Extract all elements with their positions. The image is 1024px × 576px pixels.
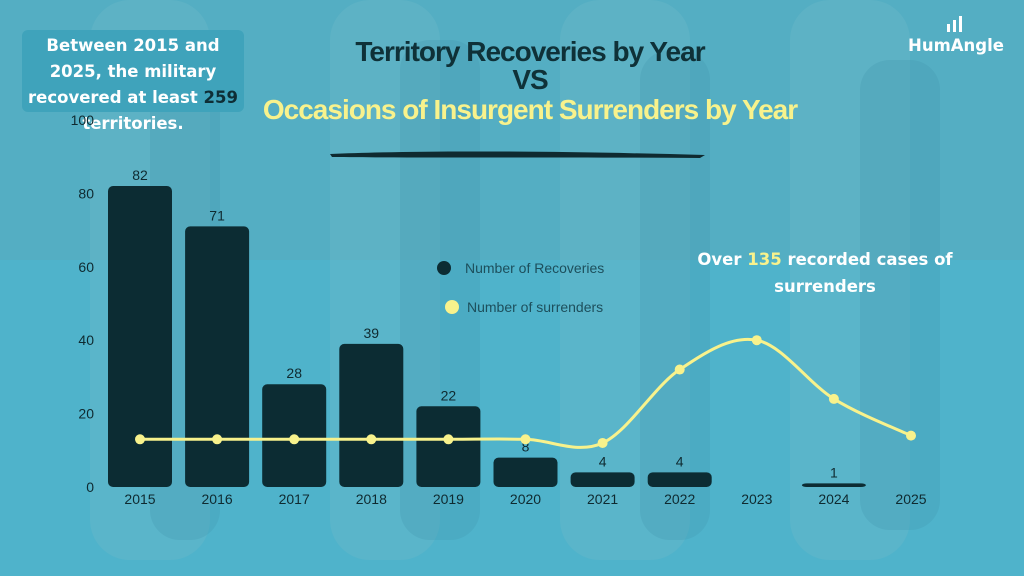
brush-divider [330, 151, 705, 158]
x-tick-label: 2022 [664, 491, 695, 507]
y-tick-label: 40 [78, 332, 94, 348]
annotation-number: 135 [747, 250, 782, 269]
surrenders-point [212, 434, 223, 445]
bar [801, 483, 866, 487]
legend-marker-recoveries [437, 261, 451, 275]
y-axis: 0 20 40 60 80 100 [71, 112, 95, 495]
surrenders-line [139, 337, 912, 449]
annotation-prefix: Over [697, 250, 748, 269]
x-tick-label: 2017 [279, 491, 310, 507]
bar [570, 472, 635, 487]
bar-value-label: 1 [830, 464, 838, 480]
bar-value-label: 28 [286, 365, 302, 381]
y-tick-label: 100 [71, 112, 95, 128]
y-tick-label: 60 [78, 259, 94, 275]
chart-title-line1: Territory Recoveries by Year [355, 36, 705, 67]
surrenders-point [135, 434, 145, 445]
x-tick-label: 2025 [895, 491, 926, 507]
surrenders-point [443, 434, 454, 445]
x-tick-label: 2024 [818, 491, 849, 507]
bar-value-label: 4 [676, 453, 684, 469]
surrender-annotation: Over 135 recorded cases of surrenders [690, 246, 960, 300]
surrenders-point [751, 335, 762, 346]
annotation-suffix: recorded cases of surrenders [774, 250, 953, 296]
legend: Number of Recoveries Number of surrender… [437, 260, 604, 315]
surrenders-point [289, 434, 300, 445]
bar-labels: 82 71 28 39 22 8 4 4 1 [132, 167, 838, 480]
callout-text: Between 2015 and 2025, the military reco… [22, 33, 244, 137]
bar [416, 406, 481, 487]
x-tick-label: 2023 [741, 491, 772, 507]
x-tick-label: 2016 [202, 491, 233, 507]
bar-value-label: 82 [132, 167, 148, 183]
legend-marker-surrenders [445, 300, 459, 314]
surrenders-point [520, 434, 531, 445]
brand-name: HumAngle [908, 36, 1004, 55]
line-series [135, 335, 916, 449]
callout-box [22, 30, 244, 112]
callout-number: 259 [203, 88, 238, 107]
bar-value-label: 22 [441, 387, 457, 403]
legend-label-surrenders: Number of surrenders [467, 299, 603, 315]
chart-title-line2: Occasions of Insurgent Surrenders by Yea… [262, 94, 798, 125]
surrenders-point [906, 430, 916, 441]
y-tick-label: 20 [78, 406, 94, 422]
bar-value-label: 4 [599, 453, 607, 469]
bar [493, 457, 558, 487]
bar [647, 472, 712, 487]
bar [108, 186, 172, 487]
callout-suffix: territories. [82, 114, 184, 133]
surrenders-point [597, 437, 608, 448]
bar-value-label: 8 [522, 439, 530, 455]
x-axis: 2015 2016 2017 2018 2019 2020 2021 2022 2023 2024… [124, 491, 926, 507]
x-tick-label: 2019 [433, 491, 464, 507]
surrenders-point [366, 434, 377, 445]
surrenders-point [674, 364, 685, 375]
callout-prefix: Between 2015 and 2025, the military reco… [28, 36, 220, 107]
bar-value-label: 71 [209, 207, 225, 223]
bar-value-label: 39 [364, 325, 380, 341]
x-tick-label: 2015 [124, 491, 155, 507]
bar [185, 226, 250, 487]
surrenders-point [828, 393, 839, 404]
x-tick-label: 2018 [356, 491, 387, 507]
x-tick-label: 2020 [510, 491, 541, 507]
y-tick-label: 0 [86, 479, 94, 495]
legend-label-recoveries: Number of Recoveries [465, 260, 604, 276]
y-tick-label: 80 [78, 185, 94, 201]
chart-title-vs: VS [512, 64, 548, 95]
bar [339, 343, 404, 487]
signal-bars-icon [947, 16, 962, 32]
humangle-logo: HumAngle [896, 16, 1016, 60]
x-tick-label: 2021 [587, 491, 618, 507]
bar-series [108, 186, 866, 487]
